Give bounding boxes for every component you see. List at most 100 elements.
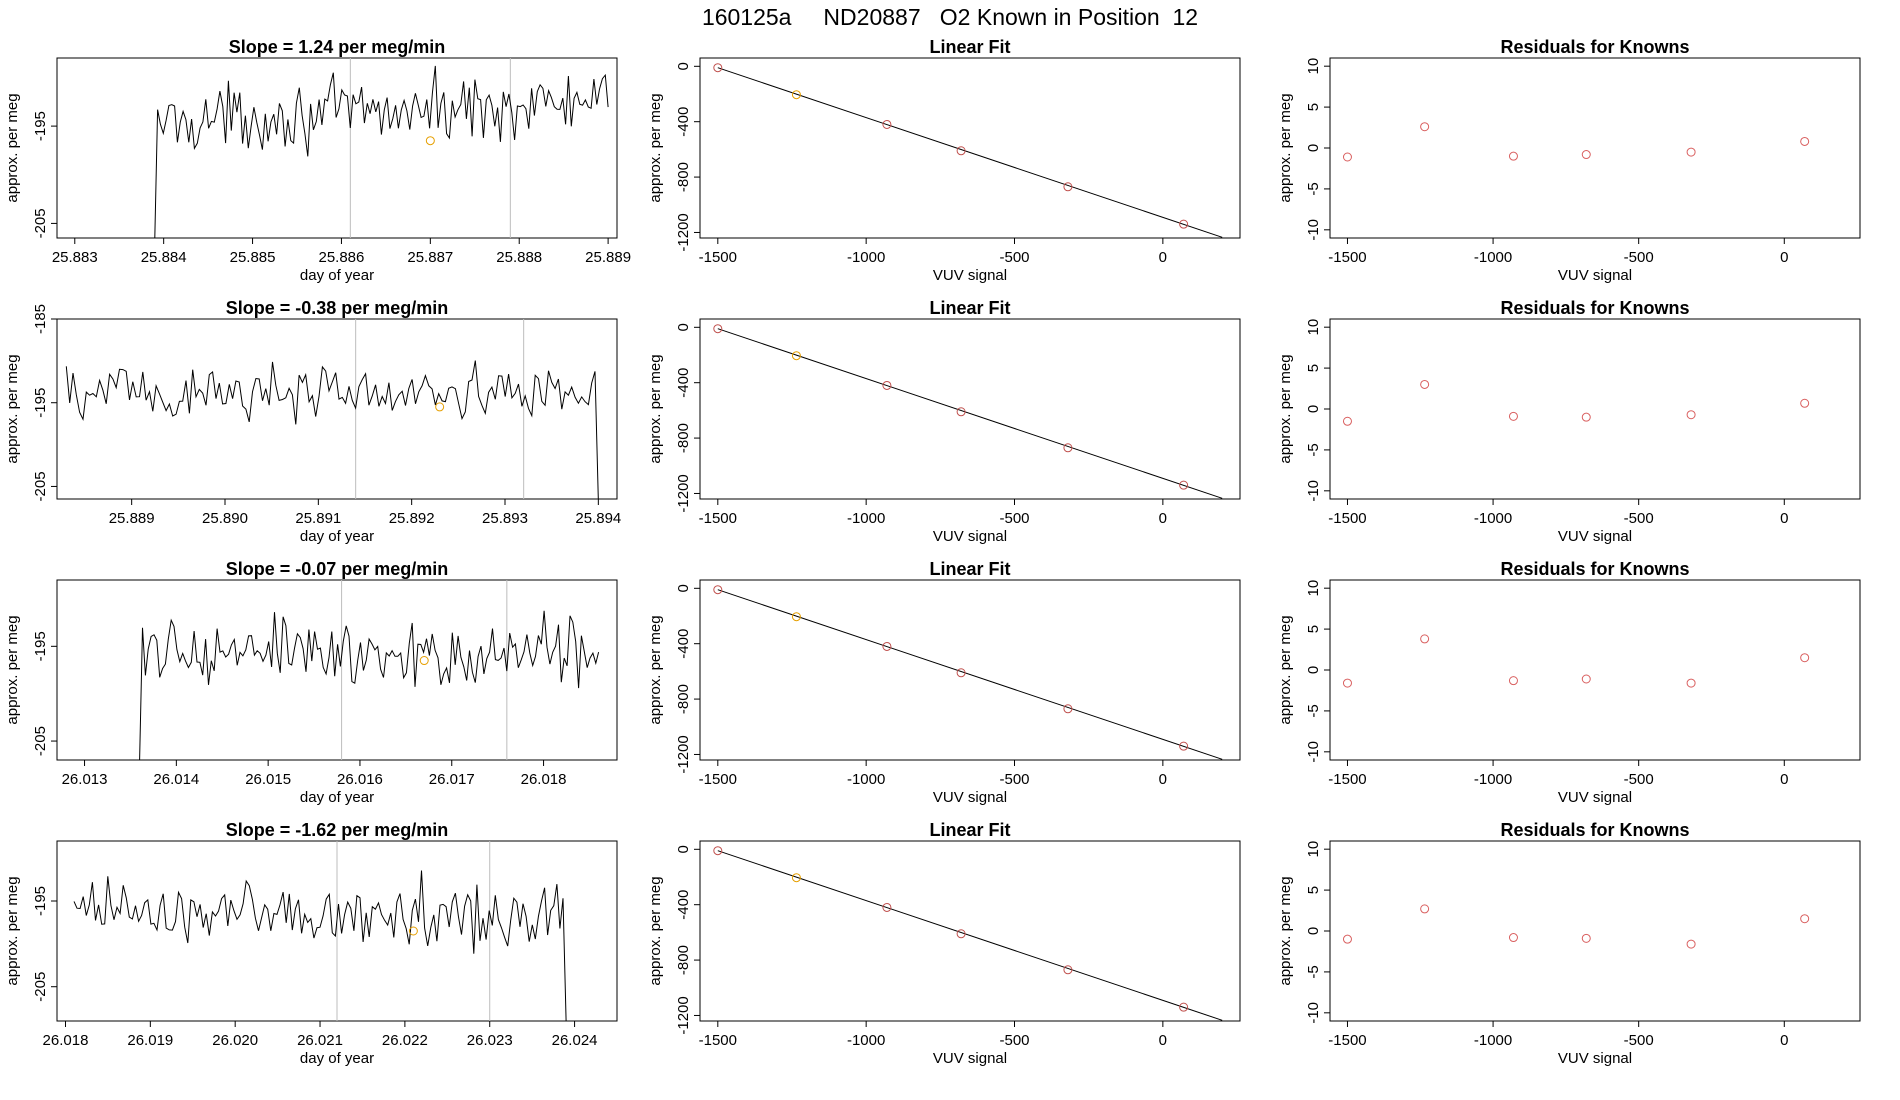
plot-3-2-data-point <box>713 585 723 595</box>
plot-2-2-xlabel: VUV signal <box>933 528 1007 545</box>
plot-3-2-data-point <box>956 668 966 678</box>
plot-2-1-xtick-label: 25.891 <box>295 510 341 527</box>
plot-2-3-residual-point <box>1342 416 1352 426</box>
plot-1-3-ytick-label: -10 <box>1305 219 1322 241</box>
plot-2-1-highlight-point <box>435 402 445 412</box>
plot-1-2-data-point <box>713 63 723 73</box>
plot-3-1-xtick-label: 26.014 <box>153 771 199 788</box>
plot-1-3-xtick-label: -500 <box>1624 249 1654 266</box>
plot-2-3-ytick-label: -5 <box>1305 443 1322 456</box>
plot-4-2-ytick-label: -400 <box>675 890 692 920</box>
plot-4-1-xtick-label: 26.022 <box>382 1032 428 1049</box>
plot-4-2-frame <box>699 840 1241 1022</box>
plot-3-1-ytick-label: -195 <box>32 631 49 661</box>
plot-4-2-data-point <box>1063 965 1073 975</box>
plot-4-3-residual-point <box>1420 904 1430 914</box>
plot-2-3-residual-point <box>1800 398 1810 408</box>
plot-4-1-xtick-label: 26.019 <box>127 1032 173 1049</box>
plot-1-1-ytick-label: -195 <box>32 111 49 141</box>
plot-1-1-xtick-label: 25.889 <box>585 249 631 266</box>
plot-4-3-residual-point <box>1342 934 1352 944</box>
plot-3-3-xtick-label: 0 <box>1780 771 1788 788</box>
plot-2-3-ytick-label: 5 <box>1305 364 1322 372</box>
plot-1-3-residual-point <box>1508 151 1518 161</box>
plot-4-3-ytick-label: 5 <box>1305 886 1322 894</box>
plot-2-3-xtick-label: -500 <box>1624 510 1654 527</box>
plot-4-1-xtick-label: 26.018 <box>43 1032 89 1049</box>
plot-3-2-xlabel: VUV signal <box>933 789 1007 806</box>
plot-1-2-xtick-label: -1500 <box>699 249 737 266</box>
plot-2-2-ytick-label: -800 <box>675 423 692 453</box>
plot-1-3-residual-point <box>1581 150 1591 160</box>
plot-3-2-ytick-label: 0 <box>675 584 692 592</box>
plot-1-1-title: Slope = 1.24 per meg/min <box>229 37 446 57</box>
plot-1-1-xtick-label: 25.887 <box>407 249 453 266</box>
plot-2-2-xtick-label: -500 <box>999 510 1029 527</box>
plot-2-1-xtick-label: 25.890 <box>202 510 248 527</box>
plot-4-2-xlabel: VUV signal <box>933 1050 1007 1067</box>
plot-1-2-xtick-label: -1000 <box>847 249 885 266</box>
plot-2-3-xlabel: VUV signal <box>1558 528 1632 545</box>
plot-4-3-xtick-label: -500 <box>1624 1032 1654 1049</box>
plot-1-2-xtick-label: 0 <box>1159 249 1167 266</box>
plot-1-1-xtick-label: 25.883 <box>52 249 98 266</box>
plot-4-1-xtick-label: 26.020 <box>212 1032 258 1049</box>
plot-2-1-xtick-label: 25.892 <box>389 510 435 527</box>
plot-1-3-xtick-label: -1000 <box>1474 249 1512 266</box>
plot-4-3-xlabel: VUV signal <box>1558 1050 1632 1067</box>
plot-3-2-data-point <box>1179 741 1189 751</box>
plot-4-3-ytick-label: 10 <box>1305 841 1322 858</box>
plot-3-1-xtick-label: 26.015 <box>245 771 291 788</box>
plot-1-2-ytick-label: -400 <box>675 107 692 137</box>
plot-1-2-data-point <box>1063 182 1073 192</box>
plot-2-1-xtick-label: 25.894 <box>575 510 621 527</box>
plot-3-3-ylabel: approx. per meg <box>1277 615 1294 724</box>
plot-2-3-residual-point <box>1508 411 1518 421</box>
plot-1-3-residual-point <box>1342 152 1352 162</box>
plot-1-2-ytick-label: -800 <box>675 162 692 192</box>
plot-4-2-ytick-label: -800 <box>675 945 692 975</box>
plot-4-1-xtick-label: 26.021 <box>297 1032 343 1049</box>
plot-4-3-xtick-label: -1000 <box>1474 1032 1512 1049</box>
plot-1-2-data-point <box>956 146 966 156</box>
plot-4-3-ytick-label: -10 <box>1305 1002 1322 1024</box>
plot-1-2-fit-line <box>717 67 1223 238</box>
plot-2-3-ytick-label: 10 <box>1305 319 1322 336</box>
plot-3-2-data-point <box>791 612 801 622</box>
plot-1-2-data-point <box>791 90 801 100</box>
plot-4-1-highlight-point <box>408 926 418 936</box>
plot-3-2-data-point <box>882 641 892 651</box>
plot-1-3-ytick-label: -5 <box>1305 182 1322 195</box>
plot-2-2-data-point <box>882 380 892 390</box>
plot-4-2-ytick-label: 0 <box>675 845 692 853</box>
plot-2-3-residual-point <box>1686 410 1696 420</box>
plot-2-3-xtick-label: -1000 <box>1474 510 1512 527</box>
plot-4-3-frame <box>1329 840 1861 1022</box>
plot-2-1-ytick-label: -205 <box>32 471 49 501</box>
plot-2-2-fit-line <box>717 328 1223 499</box>
plot-1-3-xtick-label: 0 <box>1780 249 1788 266</box>
plot-2-3-title: Residuals for Knowns <box>1500 298 1689 318</box>
plot-4-2-fit-line <box>717 850 1223 1021</box>
plot-1-1-xtick-label: 25.886 <box>318 249 364 266</box>
plot-3-2-data-point <box>1063 704 1073 714</box>
plot-1-1-series-line <box>154 65 609 239</box>
plot-2-2-xtick-label: 0 <box>1159 510 1167 527</box>
plot-2-1-ylabel: approx. per meg <box>4 354 21 463</box>
plot-1-3-xtick-label: -1500 <box>1328 249 1366 266</box>
plot-2-3-xtick-label: 0 <box>1780 510 1788 527</box>
plot-1-2-data-point <box>882 119 892 129</box>
plot-2-2-data-point <box>713 324 723 334</box>
plot-4-1-xlabel: day of year <box>300 1050 374 1067</box>
plot-1-1-xtick-label: 25.885 <box>230 249 276 266</box>
plot-2-2-data-point <box>791 351 801 361</box>
plot-3-3-ytick-label: -5 <box>1305 704 1322 717</box>
plot-1-2-title: Linear Fit <box>929 37 1010 57</box>
plot-3-1-ylabel: approx. per meg <box>4 615 21 724</box>
plot-1-3-ylabel: approx. per meg <box>1277 93 1294 202</box>
plot-3-2-ytick-label: -1200 <box>675 735 692 773</box>
plot-2-2-xtick-label: -1000 <box>847 510 885 527</box>
plot-1-3-title: Residuals for Knowns <box>1500 37 1689 57</box>
plot-2-3-ylabel: approx. per meg <box>1277 354 1294 463</box>
plot-3-3-residual-point <box>1420 634 1430 644</box>
